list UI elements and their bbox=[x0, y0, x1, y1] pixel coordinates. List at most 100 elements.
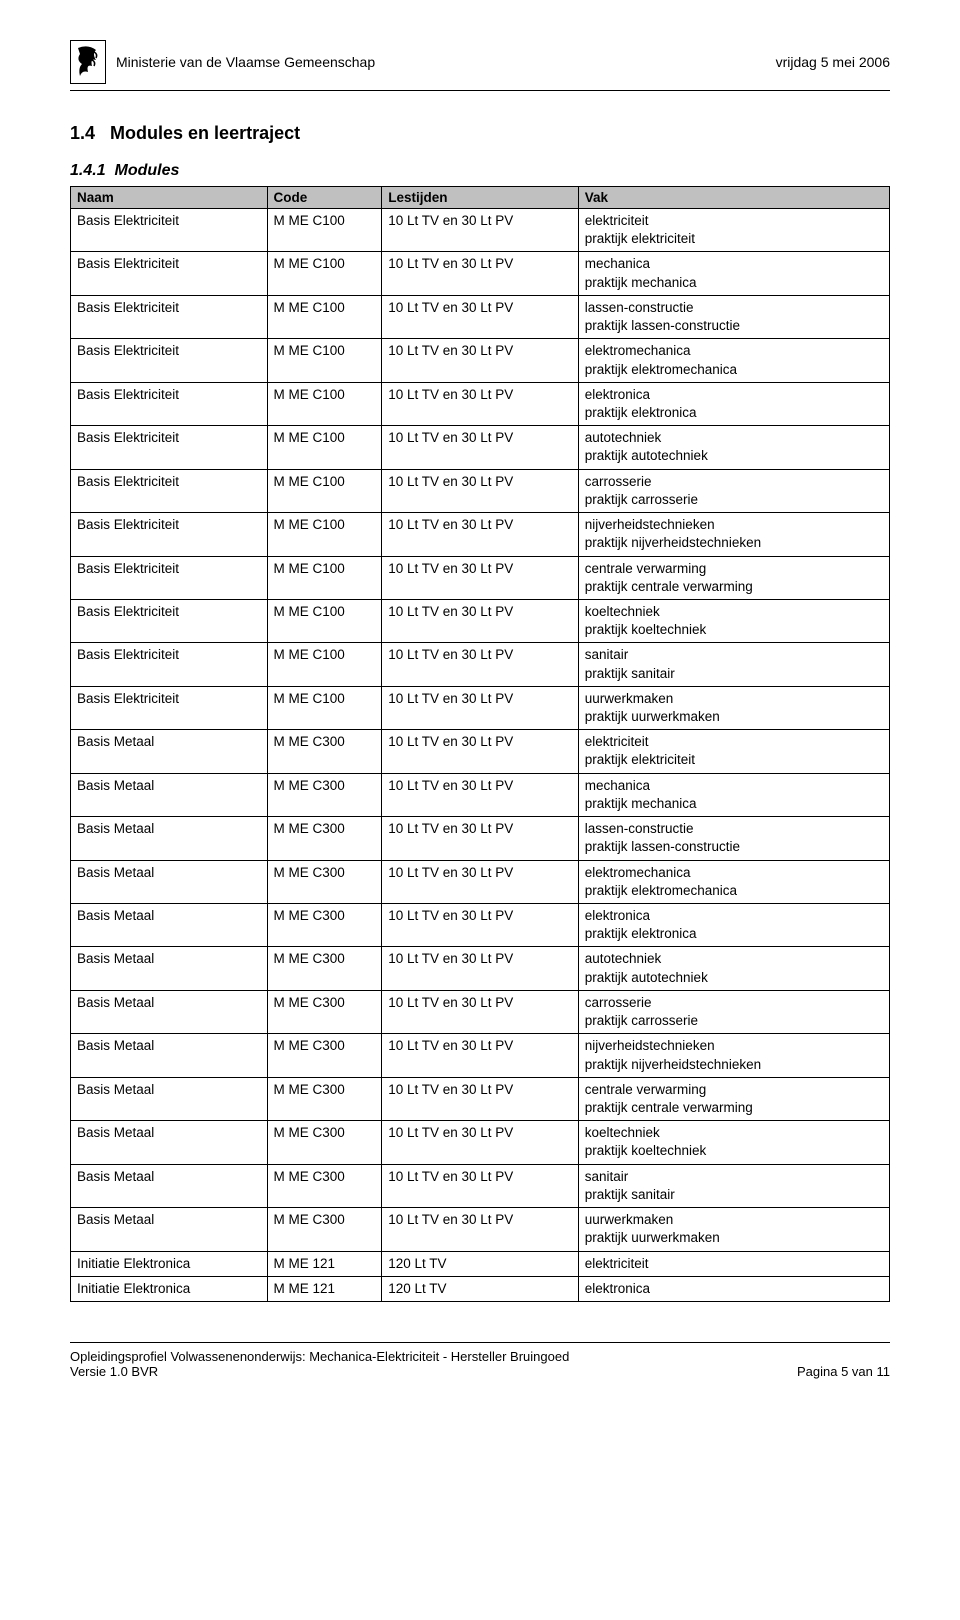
section-title-text: Modules en leertraject bbox=[110, 123, 300, 143]
cell-vak: uurwerkmakenpraktijk uurwerkmaken bbox=[578, 686, 889, 729]
cell-naam: Basis Elektriciteit bbox=[71, 599, 268, 642]
cell-lestijden: 10 Lt TV en 30 Lt PV bbox=[382, 295, 579, 338]
cell-vak: koeltechniekpraktijk koeltechniek bbox=[578, 599, 889, 642]
cell-code: M ME C300 bbox=[267, 1208, 382, 1251]
cell-naam: Basis Elektriciteit bbox=[71, 686, 268, 729]
cell-lestijden: 10 Lt TV en 30 Lt PV bbox=[382, 686, 579, 729]
cell-naam: Basis Metaal bbox=[71, 1034, 268, 1077]
cell-code: M ME C100 bbox=[267, 556, 382, 599]
cell-naam: Basis Metaal bbox=[71, 1121, 268, 1164]
cell-vak: mechanicapraktijk mechanica bbox=[578, 252, 889, 295]
cell-lestijden: 120 Lt TV bbox=[382, 1276, 579, 1301]
cell-code: M ME C300 bbox=[267, 1121, 382, 1164]
cell-code: M ME C100 bbox=[267, 426, 382, 469]
cell-code: M ME C100 bbox=[267, 469, 382, 512]
cell-vak: lassen-constructiepraktijk lassen-constr… bbox=[578, 817, 889, 860]
cell-code: M ME C100 bbox=[267, 643, 382, 686]
cell-vak: elektromechanicapraktijk elektromechanic… bbox=[578, 339, 889, 382]
table-row: Basis ElektriciteitM ME C10010 Lt TV en … bbox=[71, 382, 890, 425]
table-row: Basis ElektriciteitM ME C10010 Lt TV en … bbox=[71, 209, 890, 252]
col-header-naam: Naam bbox=[71, 187, 268, 209]
cell-vak: autotechniekpraktijk autotechniek bbox=[578, 426, 889, 469]
table-row: Basis MetaalM ME C30010 Lt TV en 30 Lt P… bbox=[71, 730, 890, 773]
cell-vak: elektriciteit bbox=[578, 1251, 889, 1276]
cell-vak: carrosseriepraktijk carrosserie bbox=[578, 990, 889, 1033]
cell-code: M ME C100 bbox=[267, 599, 382, 642]
cell-naam: Initiatie Elektronica bbox=[71, 1251, 268, 1276]
cell-vak: koeltechniekpraktijk koeltechniek bbox=[578, 1121, 889, 1164]
footer-title: Opleidingsprofiel Volwassenenonderwijs: … bbox=[70, 1349, 569, 1364]
cell-lestijden: 10 Lt TV en 30 Lt PV bbox=[382, 382, 579, 425]
cell-naam: Basis Elektriciteit bbox=[71, 295, 268, 338]
cell-vak: nijverheidstechniekenpraktijk nijverheid… bbox=[578, 1034, 889, 1077]
subsection-number: 1.4.1 bbox=[70, 162, 106, 179]
table-row: Initiatie ElektronicaM ME 121120 Lt TVel… bbox=[71, 1276, 890, 1301]
section-title: 1.4 Modules en leertraject bbox=[70, 123, 890, 144]
table-row: Basis ElektriciteitM ME C10010 Lt TV en … bbox=[71, 599, 890, 642]
cell-naam: Basis Metaal bbox=[71, 1164, 268, 1207]
cell-naam: Basis Metaal bbox=[71, 817, 268, 860]
table-row: Basis MetaalM ME C30010 Lt TV en 30 Lt P… bbox=[71, 990, 890, 1033]
cell-code: M ME C300 bbox=[267, 730, 382, 773]
cell-lestijden: 10 Lt TV en 30 Lt PV bbox=[382, 947, 579, 990]
subsection-title: 1.4.1 Modules bbox=[70, 162, 890, 180]
ministry-name: Ministerie van de Vlaamse Gemeenschap bbox=[116, 40, 375, 70]
table-row: Basis MetaalM ME C30010 Lt TV en 30 Lt P… bbox=[71, 904, 890, 947]
cell-lestijden: 10 Lt TV en 30 Lt PV bbox=[382, 990, 579, 1033]
document-date: vrijdag 5 mei 2006 bbox=[776, 40, 890, 70]
table-row: Basis MetaalM ME C30010 Lt TV en 30 Lt P… bbox=[71, 1208, 890, 1251]
table-row: Basis MetaalM ME C30010 Lt TV en 30 Lt P… bbox=[71, 1077, 890, 1120]
col-header-vak: Vak bbox=[578, 187, 889, 209]
cell-code: M ME C300 bbox=[267, 904, 382, 947]
cell-code: M ME C300 bbox=[267, 860, 382, 903]
cell-code: M ME C100 bbox=[267, 209, 382, 252]
cell-vak: centrale verwarmingpraktijk centrale ver… bbox=[578, 556, 889, 599]
cell-naam: Initiatie Elektronica bbox=[71, 1276, 268, 1301]
cell-code: M ME C100 bbox=[267, 513, 382, 556]
table-row: Basis MetaalM ME C30010 Lt TV en 30 Lt P… bbox=[71, 1164, 890, 1207]
cell-code: M ME C100 bbox=[267, 252, 382, 295]
table-header-row: Naam Code Lestijden Vak bbox=[71, 187, 890, 209]
footer-left: Opleidingsprofiel Volwassenenonderwijs: … bbox=[70, 1349, 569, 1379]
cell-naam: Basis Metaal bbox=[71, 730, 268, 773]
table-row: Basis ElektriciteitM ME C10010 Lt TV en … bbox=[71, 556, 890, 599]
cell-lestijden: 10 Lt TV en 30 Lt PV bbox=[382, 252, 579, 295]
cell-lestijden: 10 Lt TV en 30 Lt PV bbox=[382, 773, 579, 816]
cell-lestijden: 10 Lt TV en 30 Lt PV bbox=[382, 730, 579, 773]
table-row: Basis ElektriciteitM ME C10010 Lt TV en … bbox=[71, 295, 890, 338]
cell-code: M ME C300 bbox=[267, 817, 382, 860]
cell-naam: Basis Elektriciteit bbox=[71, 382, 268, 425]
cell-lestijden: 10 Lt TV en 30 Lt PV bbox=[382, 426, 579, 469]
cell-naam: Basis Metaal bbox=[71, 904, 268, 947]
cell-code: M ME C300 bbox=[267, 947, 382, 990]
table-row: Basis ElektriciteitM ME C10010 Lt TV en … bbox=[71, 513, 890, 556]
cell-lestijden: 120 Lt TV bbox=[382, 1251, 579, 1276]
cell-naam: Basis Elektriciteit bbox=[71, 469, 268, 512]
table-row: Basis ElektriciteitM ME C10010 Lt TV en … bbox=[71, 686, 890, 729]
cell-vak: lassen-constructiepraktijk lassen-constr… bbox=[578, 295, 889, 338]
table-row: Basis MetaalM ME C30010 Lt TV en 30 Lt P… bbox=[71, 947, 890, 990]
cell-naam: Basis Elektriciteit bbox=[71, 339, 268, 382]
cell-code: M ME C100 bbox=[267, 382, 382, 425]
table-row: Basis MetaalM ME C30010 Lt TV en 30 Lt P… bbox=[71, 1034, 890, 1077]
cell-lestijden: 10 Lt TV en 30 Lt PV bbox=[382, 339, 579, 382]
cell-vak: autotechniekpraktijk autotechniek bbox=[578, 947, 889, 990]
cell-vak: sanitairpraktijk sanitair bbox=[578, 1164, 889, 1207]
table-row: Basis MetaalM ME C30010 Lt TV en 30 Lt P… bbox=[71, 1121, 890, 1164]
cell-vak: elektriciteitpraktijk elektriciteit bbox=[578, 730, 889, 773]
table-row: Basis ElektriciteitM ME C10010 Lt TV en … bbox=[71, 469, 890, 512]
cell-naam: Basis Metaal bbox=[71, 1077, 268, 1120]
cell-code: M ME C100 bbox=[267, 339, 382, 382]
cell-vak: elektronicapraktijk elektronica bbox=[578, 382, 889, 425]
cell-naam: Basis Metaal bbox=[71, 990, 268, 1033]
cell-code: M ME C300 bbox=[267, 1034, 382, 1077]
modules-table: Naam Code Lestijden Vak Basis Elektricit… bbox=[70, 186, 890, 1302]
cell-vak: elektriciteitpraktijk elektriciteit bbox=[578, 209, 889, 252]
page-indicator: Pagina 5 van 11 bbox=[797, 1364, 890, 1379]
page-header: Ministerie van de Vlaamse Gemeenschap vr… bbox=[70, 40, 890, 91]
cell-lestijden: 10 Lt TV en 30 Lt PV bbox=[382, 209, 579, 252]
cell-naam: Basis Elektriciteit bbox=[71, 513, 268, 556]
cell-vak: elektronica bbox=[578, 1276, 889, 1301]
table-row: Basis MetaalM ME C30010 Lt TV en 30 Lt P… bbox=[71, 773, 890, 816]
cell-naam: Basis Metaal bbox=[71, 947, 268, 990]
